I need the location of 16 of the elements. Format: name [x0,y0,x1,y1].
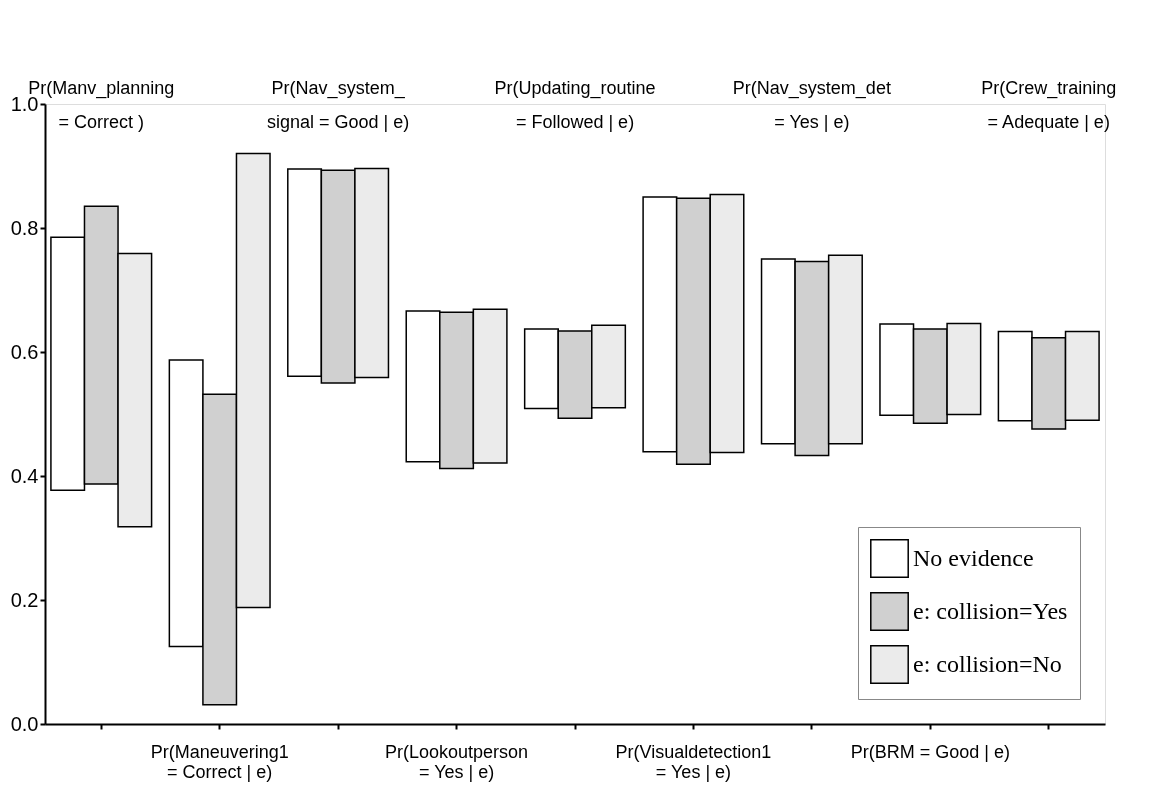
x-tick-label: Pr(Nav_system_det = Yes | e) [732,78,891,132]
legend-label: e: collision=Yes [913,597,1068,624]
legend-label: No evidence [913,544,1034,571]
x-tick-label: Pr(Updating_routine = Followed | e) [494,78,656,132]
x-tick-label: Pr(BRM = Good | e) [850,741,1010,762]
y-tick-label: 0.6 [10,340,39,363]
y-tick-label: 0.0 [10,712,39,735]
x-tick-label: Pr(Maneuvering1 = Correct | e) [150,741,289,782]
y-tick-label: 0.4 [10,464,39,487]
y-tick-label: 0.2 [10,588,39,611]
legend-label: e: collision=No [913,650,1062,677]
y-tick-label: 0.8 [10,216,39,239]
x-tick-label: Pr(Visualdetection1 = Yes | e) [615,741,772,782]
x-tick-label: Pr(Nav_system_ signal = Good | e) [267,78,410,132]
x-tick-label: Pr(Crew_training = Adequate | e) [981,78,1117,132]
x-tick-label: Pr(Lookoutperson = Yes | e) [385,741,529,782]
